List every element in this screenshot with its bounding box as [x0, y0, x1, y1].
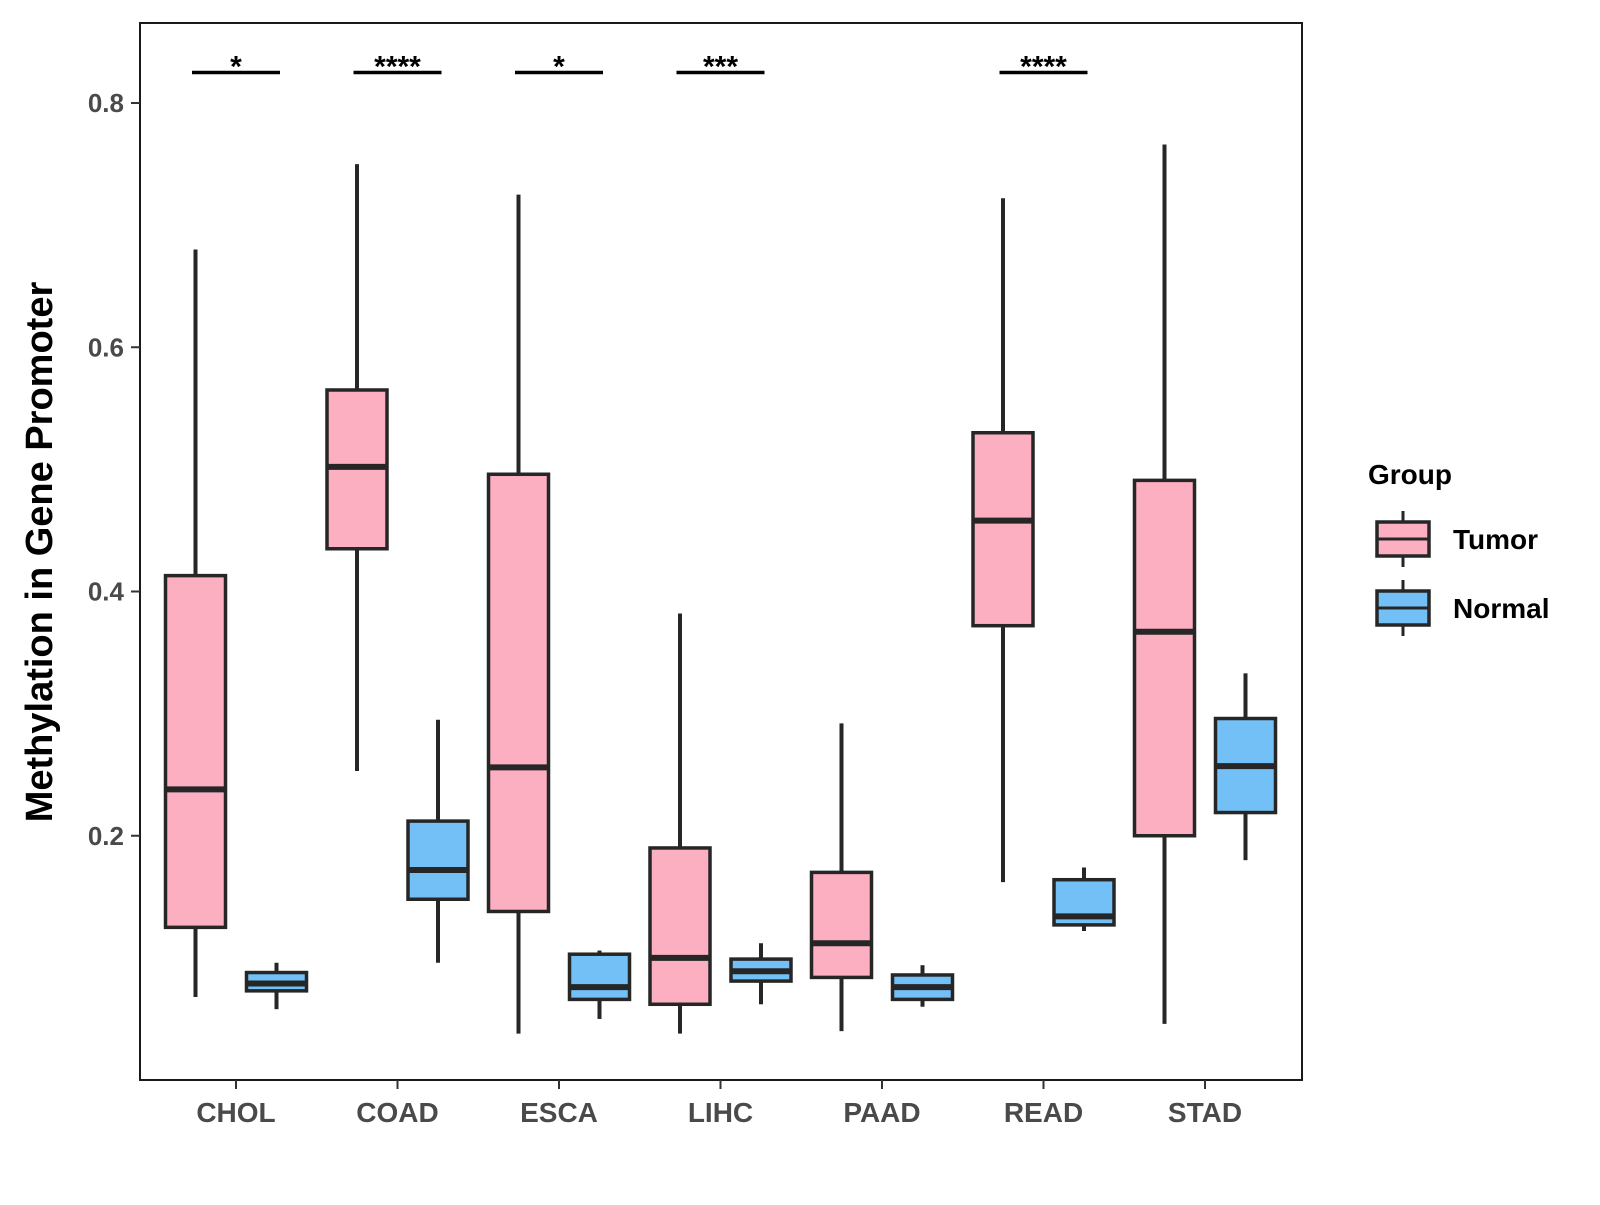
legend-key-tumor — [1375, 511, 1431, 567]
box-body — [809, 870, 874, 980]
x-tick-label: STAD — [1168, 1097, 1242, 1128]
tumor-box-lihc — [648, 613, 712, 1034]
normal-box-paad — [890, 965, 955, 1007]
legend-title: Group — [1368, 459, 1452, 490]
x-tick-label: COAD — [356, 1097, 438, 1128]
x-tick-label: READ — [1004, 1097, 1083, 1128]
y-tick-label: 0.4 — [88, 577, 125, 607]
tumor-box-read — [971, 198, 1035, 883]
tumor-box-stad — [1132, 144, 1197, 1024]
box-body — [971, 430, 1035, 628]
normal-box-lihc — [729, 943, 793, 1005]
normal-box-esca — [567, 950, 632, 1019]
significance-label: * — [553, 50, 565, 83]
significance-label: *** — [703, 50, 738, 83]
legend-key-normal — [1375, 580, 1431, 636]
legend-label: Tumor — [1453, 524, 1538, 555]
significance-read: **** — [999, 50, 1088, 83]
box-body — [406, 819, 470, 902]
box-body — [1132, 478, 1197, 838]
x-tick-label: ESCA — [520, 1097, 598, 1128]
x-tick-label: LIHC — [688, 1097, 753, 1128]
significance-label: **** — [1020, 50, 1067, 83]
y-axis-label: Methylation in Gene Promoter — [19, 282, 61, 823]
tumor-box-esca — [486, 194, 551, 1034]
significance-chol: * — [192, 50, 280, 83]
box-body — [567, 952, 632, 1002]
normal-box-read — [1052, 867, 1116, 932]
box-body — [648, 846, 712, 1007]
x-tick-label: CHOL — [196, 1097, 275, 1128]
y-tick-label: 0.2 — [88, 821, 124, 851]
box-body — [486, 472, 551, 914]
y-tick-label: 0.6 — [88, 332, 124, 362]
normal-box-stad — [1213, 673, 1278, 861]
tumor-box-chol — [163, 249, 228, 997]
plot-panel-border — [139, 22, 1303, 1081]
significance-esca: * — [515, 50, 603, 83]
legend-label: Normal — [1453, 593, 1549, 624]
box-body — [163, 573, 228, 930]
y-tick-label: 0.8 — [88, 88, 124, 118]
normal-box-coad — [406, 719, 470, 963]
significance-label: **** — [374, 50, 421, 83]
x-tick-label: PAAD — [843, 1097, 920, 1128]
significance-label: * — [230, 50, 242, 83]
significance-coad: **** — [353, 50, 442, 83]
tumor-box-paad — [809, 723, 874, 1032]
normal-box-chol — [244, 962, 309, 1010]
tumor-box-coad — [325, 164, 389, 772]
significance-lihc: *** — [676, 50, 765, 83]
